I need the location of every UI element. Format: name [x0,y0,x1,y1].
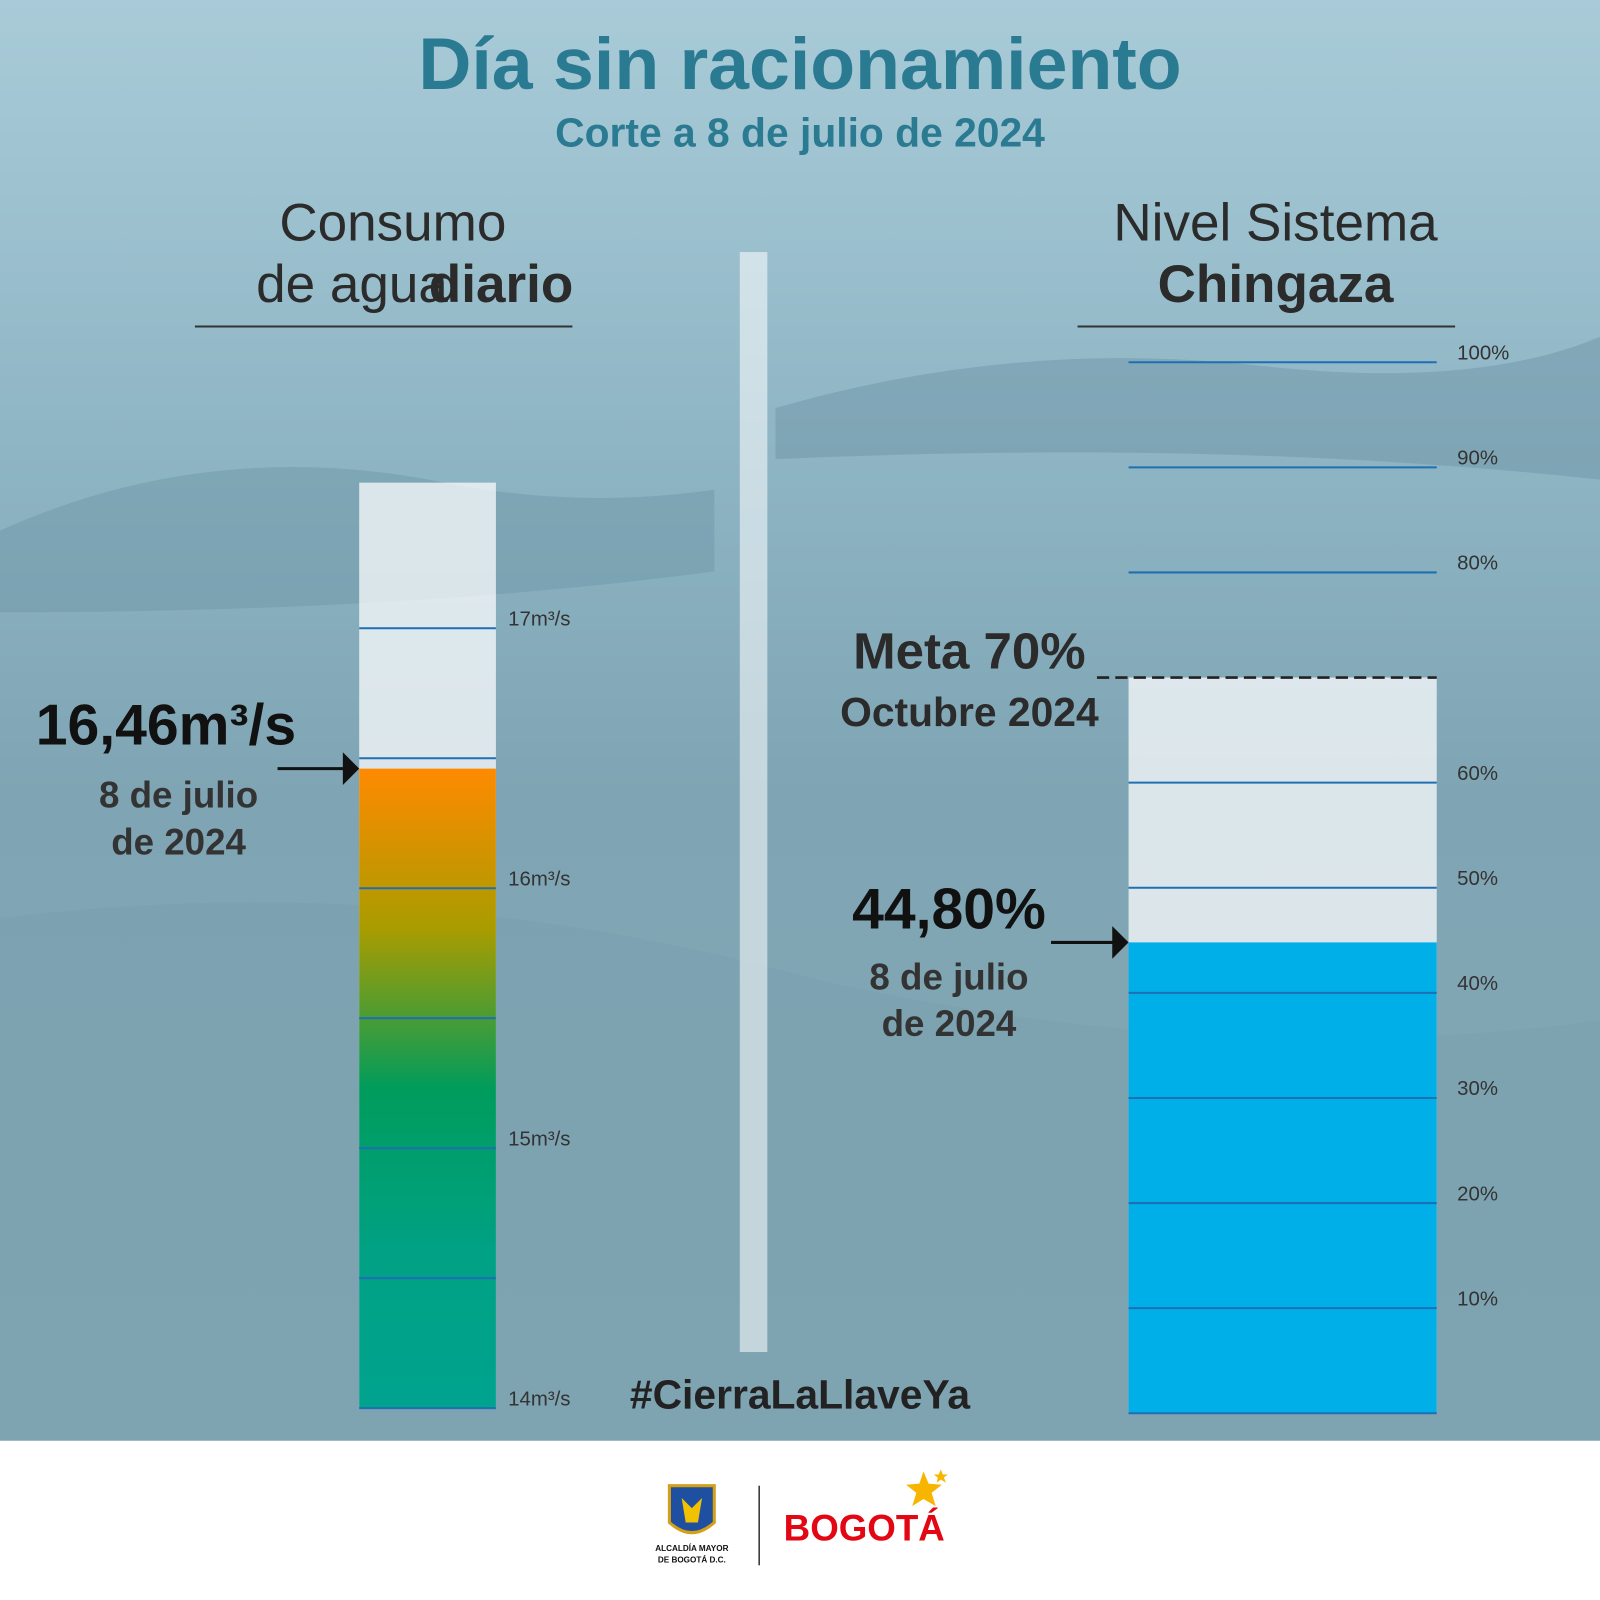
arrow-head [342,752,360,785]
gauge-fill [359,768,496,1409]
coat-of-arms-eagle [681,1497,703,1523]
brand: BOGOTÁ [784,1507,945,1548]
alcaldia-text: ALCALDÍA MAYOR [655,1543,728,1553]
tick-label: 10% [1457,1288,1498,1310]
annotation: 8 de julio [99,775,258,816]
tick-label: 80% [1457,553,1498,575]
tick-label: 90% [1457,448,1498,470]
chart-title-bold: diario [429,255,573,314]
landscape [0,467,715,613]
tick-label: 60% [1457,763,1498,785]
tick-label: 100% [1457,342,1509,364]
chart-title: de agua [256,255,448,314]
tick-label: 17m³/s [508,608,570,630]
title: Día sin racionamiento [418,22,1181,105]
star [933,1469,948,1483]
hashtag: #CierraLaLlaveYa [630,1372,971,1418]
annotation: 8 de julio [869,956,1028,997]
target-label: Meta 70% [853,623,1086,680]
tick-label: 14m³/s [508,1388,570,1410]
arrow-head [1112,926,1129,959]
footer-background [0,1440,1600,1600]
footer-logos: ALCALDÍA MAYOR DE BOGOTÁ D.C. BOGOTÁ [655,1469,948,1566]
chart-title-bold: Chingaza [1158,255,1394,314]
tick-label: 50% [1457,868,1498,890]
alcaldia-text: DE BOGOTÁ D.C. [658,1554,726,1564]
chart-title: Consumo [279,194,506,253]
target-sublabel: Octubre 2024 [840,689,1099,735]
annotation: de 2024 [111,822,246,863]
tick-label: 15m³/s [508,1128,570,1150]
annotation: de 2024 [882,1003,1017,1044]
chart-title: Nivel Sistema [1113,194,1438,253]
value-label: 16,46m³/s [36,694,296,758]
tick-label: 40% [1457,973,1498,995]
value-label: 44,80% [852,877,1046,941]
star [906,1471,942,1507]
tick-label: 20% [1457,1183,1498,1205]
gauge-fill [1128,942,1437,1414]
tick-label: 30% [1457,1078,1498,1100]
tick-label: 16m³/s [508,868,570,890]
divider [739,252,768,1353]
subtitle: Corte a 8 de julio de 2024 [555,109,1045,155]
landscape [775,336,1600,480]
